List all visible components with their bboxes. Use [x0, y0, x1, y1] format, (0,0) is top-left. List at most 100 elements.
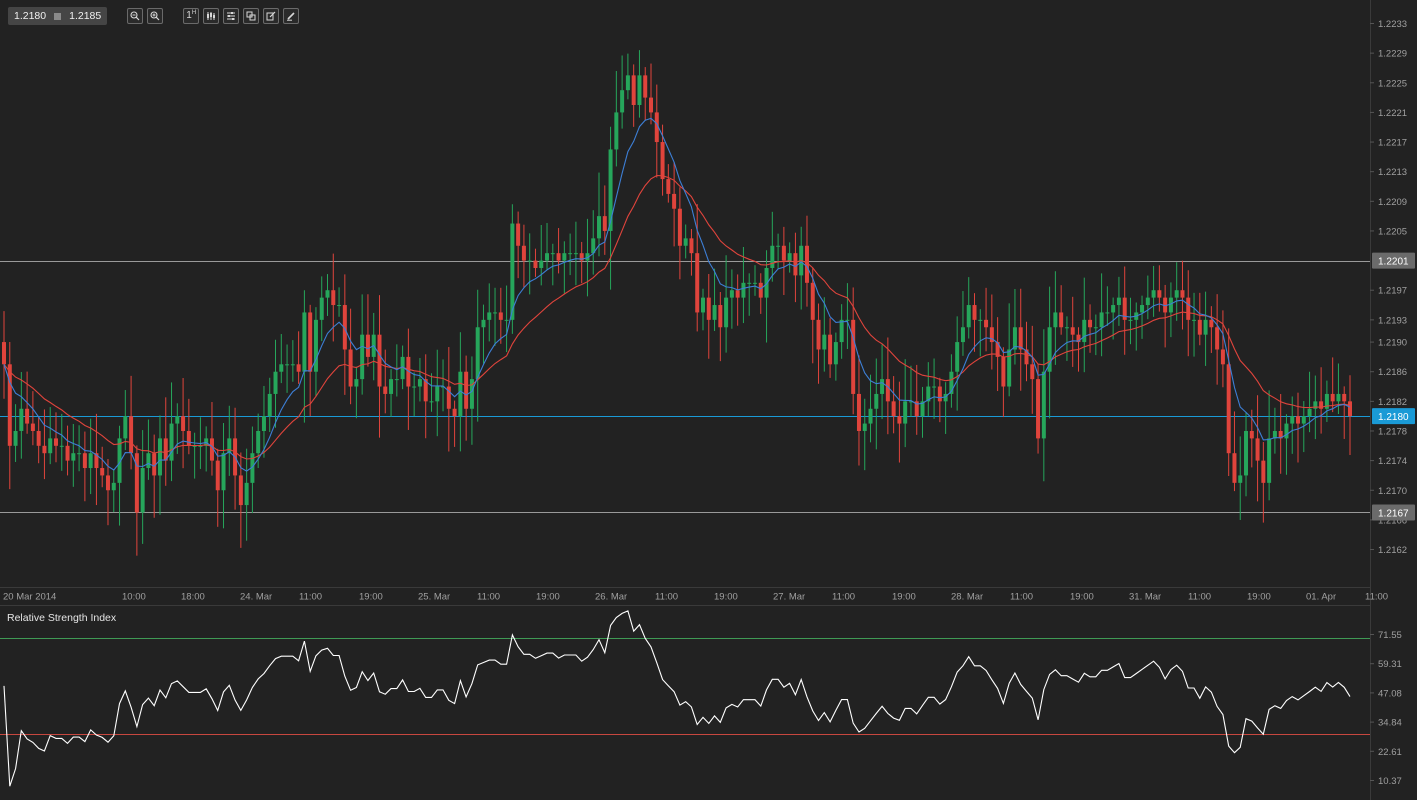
candle	[469, 356, 474, 445]
candle	[1053, 271, 1058, 365]
candle	[1324, 380, 1329, 422]
candle-body	[984, 319, 989, 328]
candle-body	[1036, 379, 1041, 439]
time-tick-label: 20 Mar 2014	[3, 592, 56, 603]
candle	[77, 425, 82, 472]
candle-body	[186, 430, 191, 446]
indicators-icon[interactable]	[223, 8, 240, 24]
time-tick-label: 11:00	[1010, 592, 1033, 603]
candle	[487, 283, 492, 342]
candle	[498, 287, 503, 344]
time-tick-label: 11:00	[1188, 592, 1211, 603]
price-tick-label: 1.2190	[1378, 338, 1407, 349]
candle-body	[724, 297, 729, 328]
draw-icon[interactable]	[263, 8, 280, 24]
candle-body	[527, 260, 532, 262]
candle	[591, 210, 596, 275]
candle	[943, 382, 948, 434]
candle	[643, 67, 648, 121]
candle-body	[261, 416, 266, 431]
candle	[1105, 286, 1110, 326]
candle	[1099, 273, 1104, 357]
candle	[441, 359, 446, 412]
candle-body	[856, 393, 861, 431]
candle-body	[1226, 364, 1231, 454]
candle	[290, 340, 295, 382]
chart-type-icon[interactable]	[203, 8, 220, 24]
candle	[475, 289, 480, 422]
candle	[1238, 436, 1243, 520]
candle-body	[1324, 393, 1329, 409]
candle-body	[1140, 305, 1145, 313]
candle	[1047, 286, 1052, 419]
current-price-badge-bg	[1372, 408, 1415, 425]
candle	[1007, 303, 1012, 397]
pencil-icon[interactable]	[283, 8, 300, 24]
candle	[764, 250, 769, 343]
candle	[949, 354, 954, 408]
candle	[105, 458, 110, 526]
candle-body	[157, 438, 162, 476]
candle-body	[365, 334, 370, 357]
candle-body	[19, 408, 24, 431]
candle-body	[181, 416, 186, 431]
candle	[1244, 412, 1249, 497]
candle-body	[267, 393, 272, 417]
candle-body	[666, 179, 671, 194]
candle-body	[1209, 319, 1214, 328]
candle-body	[504, 319, 509, 321]
candle-body	[822, 334, 827, 350]
candle-body	[1030, 364, 1035, 380]
candle-body	[741, 282, 746, 298]
candle	[42, 409, 47, 480]
candle-body	[776, 245, 781, 247]
candle	[533, 248, 538, 277]
candle-body	[2, 342, 6, 365]
candle	[649, 63, 654, 125]
candle-body	[129, 416, 134, 454]
candle-body	[1307, 408, 1312, 417]
candle	[816, 303, 821, 384]
rsi-pane[interactable]: 71.55 59.31 47.08 34.84 22.61 10.37	[0, 610, 1402, 787]
candle-body	[718, 305, 723, 328]
candle	[279, 334, 284, 384]
candle	[903, 359, 908, 448]
candle-body	[1093, 327, 1098, 329]
candle	[36, 416, 41, 464]
candle-body	[1284, 423, 1289, 439]
candle-body	[568, 253, 573, 255]
candle-body	[631, 75, 636, 105]
objects-icon[interactable]	[243, 8, 260, 24]
rsi-axis: 71.55 59.31 47.08 34.84 22.61 10.37	[1370, 630, 1402, 787]
candle	[1151, 265, 1156, 317]
candle-body	[1319, 401, 1324, 409]
zoom-out-icon[interactable]	[127, 8, 144, 24]
candle	[932, 358, 937, 419]
candle	[608, 126, 613, 290]
candle-body	[400, 356, 405, 380]
candle	[862, 398, 867, 471]
price-tick-label: 1.2166	[1378, 515, 1407, 526]
candle	[348, 308, 353, 405]
candle	[654, 84, 659, 178]
candle	[880, 344, 885, 420]
candle-body	[620, 90, 625, 113]
candle-body	[7, 364, 12, 446]
candle	[2, 311, 6, 399]
candle	[1059, 285, 1064, 335]
candle-body	[342, 305, 347, 350]
candle	[562, 241, 567, 294]
candle-body	[764, 267, 769, 298]
candle	[625, 53, 630, 100]
candle	[7, 341, 12, 490]
zoom-in-icon[interactable]	[147, 8, 164, 24]
candle-body	[175, 416, 180, 424]
candle-body	[510, 223, 515, 320]
candle	[19, 372, 24, 459]
candle-body	[689, 238, 694, 254]
time-tick-label: 19:00	[1247, 592, 1271, 603]
candle-body	[1261, 460, 1266, 483]
